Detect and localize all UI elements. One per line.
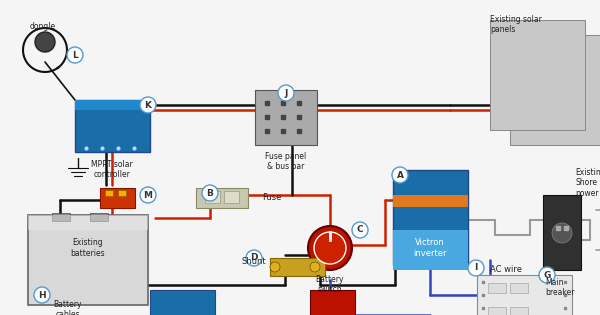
Text: B: B	[206, 188, 214, 198]
FancyBboxPatch shape	[270, 258, 325, 276]
Circle shape	[270, 262, 280, 272]
Text: G: G	[544, 271, 551, 279]
Text: Main
breaker: Main breaker	[545, 278, 575, 297]
FancyBboxPatch shape	[543, 195, 581, 270]
Circle shape	[352, 222, 368, 238]
FancyBboxPatch shape	[100, 188, 135, 208]
FancyBboxPatch shape	[52, 213, 70, 221]
FancyBboxPatch shape	[488, 307, 506, 315]
Text: Existing solar
panels: Existing solar panels	[490, 15, 542, 34]
FancyBboxPatch shape	[28, 215, 148, 305]
FancyBboxPatch shape	[75, 100, 150, 110]
Circle shape	[308, 226, 352, 270]
Text: Existing
batteries: Existing batteries	[71, 238, 106, 258]
FancyBboxPatch shape	[393, 230, 468, 270]
Circle shape	[310, 262, 320, 272]
Circle shape	[246, 250, 262, 266]
FancyBboxPatch shape	[488, 283, 506, 293]
Text: D: D	[250, 254, 258, 262]
Circle shape	[67, 47, 83, 63]
Circle shape	[202, 185, 218, 201]
Circle shape	[539, 267, 555, 283]
FancyBboxPatch shape	[393, 170, 468, 265]
Text: K: K	[145, 100, 151, 110]
FancyBboxPatch shape	[310, 290, 355, 315]
Text: Battery
cables: Battery cables	[54, 300, 82, 315]
FancyBboxPatch shape	[75, 100, 150, 152]
FancyBboxPatch shape	[90, 213, 108, 221]
Text: Fuse: Fuse	[262, 193, 281, 203]
Text: Victron
inverter: Victron inverter	[413, 238, 447, 258]
Text: AC wire: AC wire	[490, 266, 522, 274]
FancyBboxPatch shape	[224, 191, 239, 203]
FancyBboxPatch shape	[510, 283, 528, 293]
FancyBboxPatch shape	[510, 307, 528, 315]
Circle shape	[468, 260, 484, 276]
Circle shape	[140, 97, 156, 113]
Text: C: C	[356, 226, 364, 234]
Circle shape	[552, 223, 572, 243]
FancyBboxPatch shape	[118, 190, 126, 196]
Circle shape	[314, 232, 346, 264]
FancyBboxPatch shape	[205, 191, 220, 203]
Circle shape	[34, 287, 50, 303]
Circle shape	[392, 167, 408, 183]
Text: M: M	[143, 191, 152, 199]
Text: I: I	[475, 264, 478, 272]
Text: dongle: dongle	[30, 22, 56, 31]
FancyBboxPatch shape	[490, 20, 585, 130]
Text: Battery
switch: Battery switch	[316, 275, 344, 295]
Text: Shunt: Shunt	[242, 257, 266, 266]
FancyBboxPatch shape	[393, 195, 468, 207]
FancyBboxPatch shape	[150, 290, 215, 315]
Circle shape	[278, 85, 294, 101]
Text: MPPT solar
controller: MPPT solar controller	[91, 160, 133, 180]
Circle shape	[35, 32, 55, 52]
Text: L: L	[72, 50, 78, 60]
Text: J: J	[284, 89, 287, 98]
Text: Existing
Shore
power: Existing Shore power	[575, 168, 600, 198]
FancyBboxPatch shape	[28, 215, 148, 230]
FancyBboxPatch shape	[510, 35, 600, 145]
Text: A: A	[397, 170, 404, 180]
Text: Fuse panel
& bus bar: Fuse panel & bus bar	[265, 152, 307, 171]
FancyBboxPatch shape	[105, 190, 113, 196]
FancyBboxPatch shape	[196, 188, 248, 208]
Circle shape	[140, 187, 156, 203]
FancyBboxPatch shape	[477, 275, 572, 315]
Text: H: H	[38, 290, 46, 300]
FancyBboxPatch shape	[255, 90, 317, 145]
